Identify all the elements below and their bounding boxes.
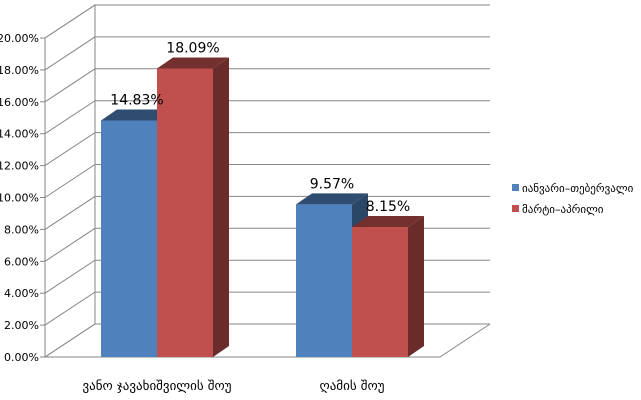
- y-tick-label: 6.00%: [4, 255, 39, 268]
- y-tick-label: 8.00%: [4, 223, 39, 236]
- y-tick-label: 0.00%: [4, 351, 39, 364]
- bar-top: [296, 193, 368, 205]
- y-tick-label: 16.00%: [0, 96, 39, 109]
- gridline: [44, 132, 490, 167]
- data-label: 18.09%: [166, 40, 219, 56]
- gridlines: [44, 4, 490, 358]
- category-label: ღამის შოუ: [319, 379, 384, 394]
- bars: [101, 57, 424, 357]
- bar-side: [213, 57, 229, 357]
- bar-side: [408, 216, 424, 357]
- bar-front: [101, 120, 157, 357]
- x-axis-categories: ვანო ჯავახიშვილის შოუ ღამის შოუ: [82, 379, 384, 394]
- data-label: 9.57%: [310, 176, 354, 192]
- legend: იანვარი–თებერვალი მარტი–აპრილი: [512, 182, 634, 216]
- category-label: ვანო ჯავახიშვილის შოუ: [82, 379, 231, 394]
- bar-front: [352, 227, 408, 357]
- legend-swatch: [512, 205, 519, 212]
- y-tick-label: 12.00%: [0, 160, 39, 173]
- gridline: [44, 164, 490, 198]
- y-tick-label: 14.00%: [0, 128, 39, 141]
- legend-label: იანვარი–თებერვალი: [522, 182, 634, 195]
- bar-front: [296, 204, 352, 357]
- bar: [352, 216, 424, 357]
- y-tick-label: 20.00%: [0, 32, 39, 45]
- bar-top: [352, 216, 424, 228]
- data-label: 14.83%: [110, 92, 163, 108]
- gridline: [44, 36, 490, 71]
- bar-top: [101, 109, 173, 121]
- y-axis-ticks: 0.00% 2.00% 4.00% 6.00% 8.00% 10.00% 12.00% 14.…: [0, 32, 45, 364]
- gridline: [44, 100, 490, 135]
- bar-front: [157, 68, 213, 357]
- y-tick-label: 4.00%: [4, 287, 39, 300]
- legend-swatch: [512, 184, 519, 191]
- legend-label: მარტი–აპრილი: [522, 203, 604, 216]
- bar-top: [157, 57, 229, 69]
- gridline: [44, 4, 490, 39]
- data-label: 8.15%: [366, 199, 410, 215]
- y-tick-label: 10.00%: [0, 192, 39, 205]
- y-tick-label: 2.00%: [4, 319, 39, 332]
- gridline: [44, 68, 490, 103]
- bar: [157, 57, 229, 357]
- y-tick-label: 18.00%: [0, 64, 39, 77]
- data-labels: 14.83% 18.09% 9.57% 8.15%: [110, 40, 410, 215]
